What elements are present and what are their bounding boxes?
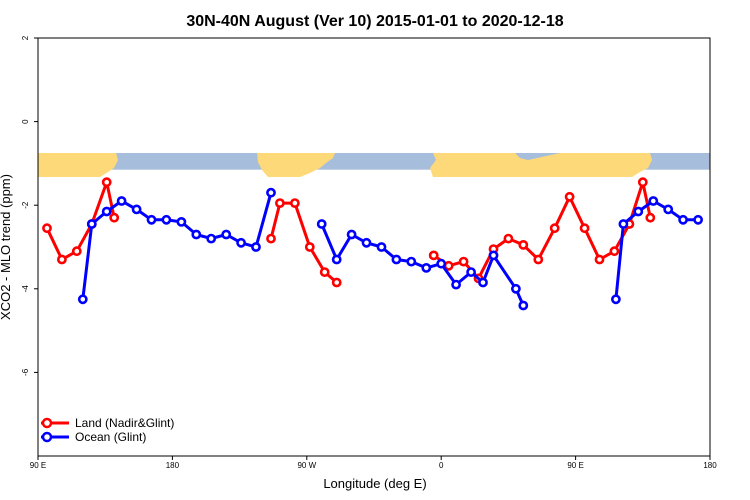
ocean-data-point [391,254,402,265]
land-data-point [579,223,590,234]
land-ocean-band [38,153,710,177]
x-tick-label: 180 [166,461,180,470]
land-data-point [518,239,529,250]
ocean-data-point [421,262,432,273]
ocean-data-point [146,214,157,225]
ocean-data-point [693,214,703,225]
y-axis-label: XCO2 - MLO trend (ppm) [0,174,13,320]
y-axis-ticks: 2 0 -2 -4 -6 [21,35,38,376]
ocean-data-point [361,237,372,248]
ocean-data-point [101,206,112,217]
y-tick-label: 2 [21,35,30,40]
land-region-east-asia-repeat [610,153,652,177]
ocean-data-point [236,237,246,248]
series-layer [42,177,703,311]
land-data-point [57,254,67,265]
ocean-data-point [488,250,499,261]
ocean-data-point [77,294,88,305]
ocean-data-point [176,216,187,227]
land-data-point [428,250,439,261]
land-data-point [549,223,560,234]
land-data-point [101,177,112,188]
legend: Land (Nadir&Glint) Ocean (Glint) [41,416,174,444]
land-data-point [274,198,285,208]
land-data-point [594,254,605,265]
land-data-point [304,242,315,252]
legend-ocean-label: Ocean (Glint) [75,430,146,444]
ocean-data-point [633,206,644,217]
ocean-data-point [451,279,461,290]
land-data-point [533,254,544,265]
ocean-data-point [663,204,674,215]
x-axis-ticks: 90 E 180 90 W 0 90 E 180 [30,456,717,470]
ocean-data-point [266,187,276,198]
ocean-data-point [221,229,232,240]
land-data-point [266,233,276,244]
land-data-point [42,223,52,234]
ocean-data-point [648,196,659,206]
ocean-data-point [346,229,357,240]
land-region-europe-africa-asia [430,153,645,177]
land-data-point [503,233,514,244]
legend-ocean-marker [41,431,53,443]
legend-item-land: Land (Nadir&Glint) [41,416,174,430]
ocean-data-point [316,219,327,229]
ocean-data-point [611,294,621,305]
legend-land-label: Land (Nadir&Glint) [75,416,174,430]
x-tick-label: 90 E [567,461,583,470]
ocean-data-point [161,214,172,225]
land-series-line [45,180,116,261]
ocean-data-point [251,242,261,252]
x-tick-label: 90 W [297,461,316,470]
land-region-north-america [257,153,335,177]
land-region-east-asia [38,153,118,177]
ocean-data-point [331,254,342,265]
land-data-point [637,177,648,188]
ocean-data-point [466,267,476,277]
ocean-data-point [511,283,521,294]
ocean-data-point [478,277,488,288]
x-axis-label: Longitude (deg E) [323,476,426,491]
land-data-point [564,191,575,202]
ocean-data-point [618,219,629,229]
ocean-data-point [191,229,202,240]
x-tick-label: 90 E [30,461,46,470]
ocean-data-point [206,233,217,244]
y-tick-label: -6 [21,368,30,376]
land-data-point [645,212,656,223]
legend-land-marker [41,417,53,429]
ocean-data-point [86,219,97,229]
land-data-point [109,212,120,223]
x-tick-label: 180 [703,461,717,470]
x-tick-label: 0 [439,461,444,470]
land-data-point [71,246,82,257]
legend-item-ocean: Ocean (Glint) [41,430,146,444]
ocean-data-point [131,204,142,215]
y-tick-label: -4 [21,285,30,293]
y-tick-label: -2 [21,201,30,209]
land-data-point [289,198,300,208]
land-data-point [458,256,469,267]
land-mask [38,153,652,177]
ocean-data-point [406,256,417,267]
ocean-data-point [376,242,387,252]
land-data-point [331,277,342,288]
ocean-data-point [518,300,529,311]
ocean-data-point [678,214,688,225]
y-tick-label: 0 [21,119,30,124]
land-data-point [319,267,330,277]
land-data-point [609,246,620,257]
ocean-data-point [116,196,127,206]
chart-title: 30N-40N August (Ver 10) 2015-01-01 to 20… [186,13,563,30]
plot-frame [37,37,711,457]
ocean-data-point [436,258,447,269]
